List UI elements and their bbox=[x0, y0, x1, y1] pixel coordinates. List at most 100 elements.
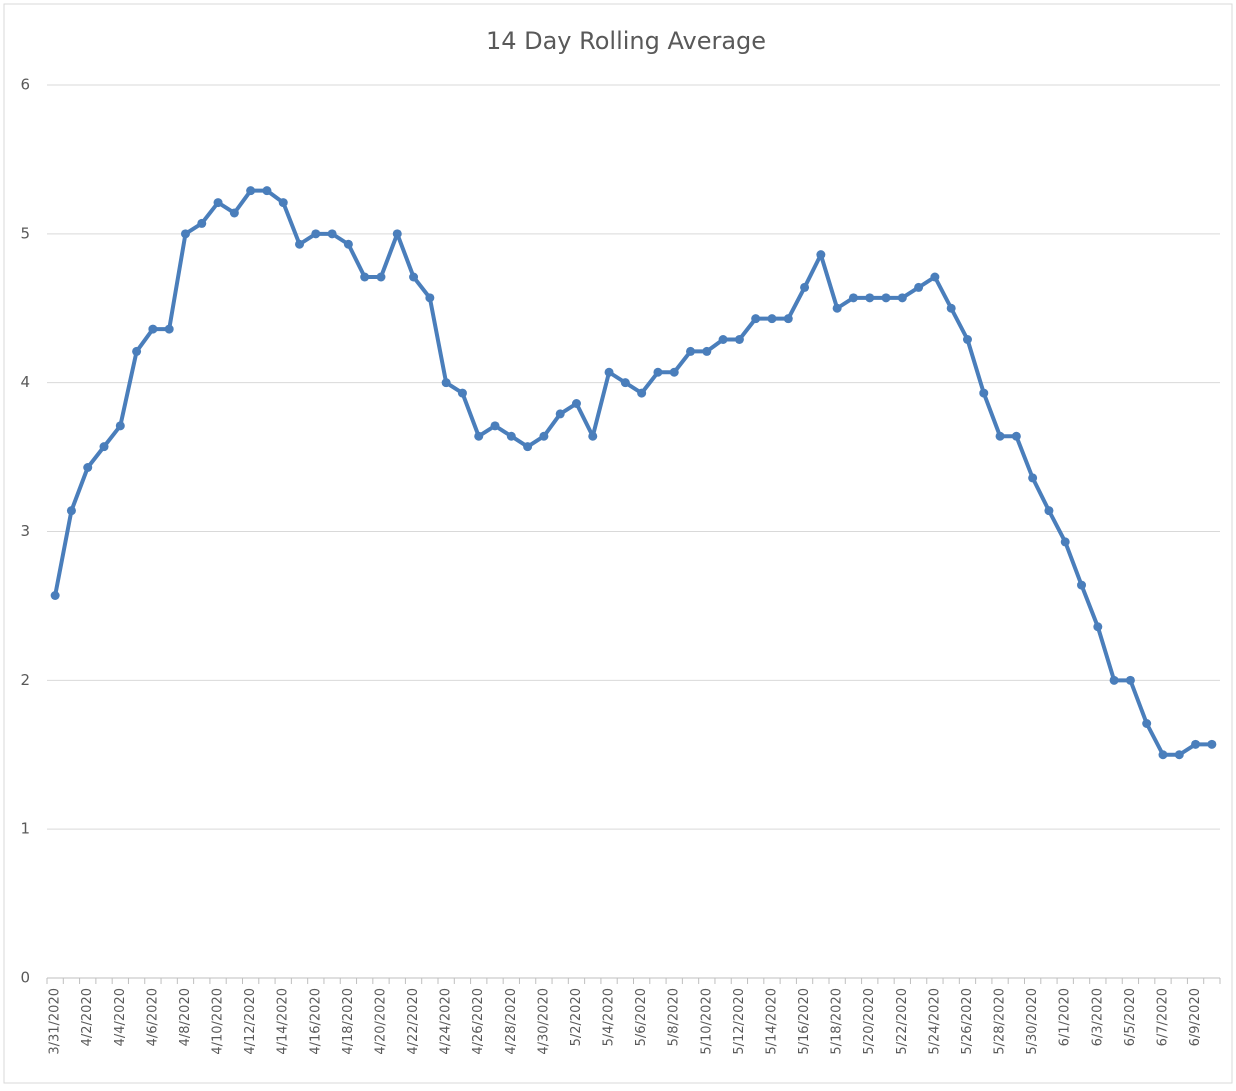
data-point bbox=[914, 282, 924, 292]
x-tick-label: 5/14/2020 bbox=[764, 988, 779, 1055]
data-point bbox=[392, 229, 402, 239]
x-tick-label: 6/3/2020 bbox=[1090, 988, 1105, 1046]
data-point bbox=[229, 208, 239, 218]
data-point bbox=[539, 431, 549, 441]
x-tick-label: 5/8/2020 bbox=[667, 988, 682, 1046]
y-tick-label: 6 bbox=[20, 76, 30, 94]
x-tick-label: 4/6/2020 bbox=[145, 988, 160, 1046]
chart-border bbox=[3, 3, 1233, 1084]
data-point bbox=[99, 442, 109, 452]
data-point bbox=[637, 388, 647, 398]
data-point bbox=[376, 272, 386, 282]
data-point bbox=[1174, 750, 1184, 760]
x-tick-label: 4/18/2020 bbox=[341, 988, 356, 1055]
x-tick-label: 4/10/2020 bbox=[211, 988, 226, 1055]
data-point bbox=[1077, 580, 1087, 590]
x-tick-label: 4/24/2020 bbox=[439, 988, 454, 1055]
x-tick-label: 6/1/2020 bbox=[1058, 988, 1073, 1046]
data-point bbox=[441, 378, 451, 388]
data-point bbox=[588, 431, 598, 441]
x-tick-label: 4/22/2020 bbox=[406, 988, 421, 1055]
data-point bbox=[115, 421, 125, 431]
data-point bbox=[897, 293, 907, 303]
x-tick-label: 5/30/2020 bbox=[1025, 988, 1040, 1055]
data-point bbox=[148, 324, 158, 334]
data-point bbox=[506, 431, 516, 441]
x-tick-label: 4/12/2020 bbox=[243, 988, 258, 1055]
data-point bbox=[686, 346, 696, 356]
x-tick-label: 4/16/2020 bbox=[308, 988, 323, 1055]
x-tick-label: 6/7/2020 bbox=[1155, 988, 1170, 1046]
x-tick-label: 6/9/2020 bbox=[1188, 988, 1203, 1046]
data-point bbox=[979, 388, 989, 398]
y-tick-label: 0 bbox=[20, 969, 30, 987]
x-tick-label: 5/4/2020 bbox=[602, 988, 617, 1046]
data-point bbox=[490, 421, 500, 431]
data-point bbox=[816, 250, 826, 260]
data-point bbox=[881, 293, 891, 303]
x-tick-label: 4/20/2020 bbox=[373, 988, 388, 1055]
data-point bbox=[278, 198, 288, 208]
data-point bbox=[409, 272, 419, 282]
data-line bbox=[53, 188, 1212, 757]
data-point bbox=[262, 186, 272, 196]
data-point bbox=[832, 303, 842, 313]
x-tick-label: 5/26/2020 bbox=[960, 988, 975, 1055]
data-point bbox=[83, 463, 93, 473]
y-tick-label: 4 bbox=[20, 373, 30, 391]
data-point bbox=[180, 229, 190, 239]
data-point bbox=[1158, 750, 1168, 760]
x-tick-label: 4/14/2020 bbox=[276, 988, 291, 1055]
data-point bbox=[555, 409, 565, 419]
data-point bbox=[783, 314, 793, 324]
data-point bbox=[962, 335, 972, 345]
data-point bbox=[1044, 506, 1054, 516]
data-point bbox=[669, 367, 679, 377]
x-tick-label: 4/4/2020 bbox=[113, 988, 128, 1046]
x-tick-label: 4/26/2020 bbox=[471, 988, 486, 1055]
x-tick-label: 4/30/2020 bbox=[536, 988, 551, 1055]
data-point bbox=[604, 367, 614, 377]
data-point bbox=[1093, 622, 1103, 632]
x-tick-label: 5/28/2020 bbox=[993, 988, 1008, 1055]
chart-title: 14 Day Rolling Average bbox=[486, 27, 766, 55]
data-point bbox=[1011, 431, 1021, 441]
data-point bbox=[930, 272, 940, 282]
data-point bbox=[1060, 537, 1070, 547]
data-point bbox=[1142, 718, 1152, 728]
data-point bbox=[164, 324, 174, 334]
x-tick-label: 4/28/2020 bbox=[504, 988, 519, 1055]
data-point bbox=[132, 346, 142, 356]
x-tick-label: 5/12/2020 bbox=[732, 988, 747, 1055]
data-point bbox=[1191, 739, 1201, 749]
x-tick-label: 5/6/2020 bbox=[634, 988, 649, 1046]
data-point bbox=[295, 239, 305, 249]
data-point bbox=[50, 590, 60, 600]
data-point bbox=[457, 388, 467, 398]
data-point bbox=[995, 431, 1005, 441]
data-point bbox=[751, 314, 761, 324]
data-point bbox=[343, 239, 353, 249]
x-tick-label: 4/2/2020 bbox=[80, 988, 95, 1046]
y-tick-label: 2 bbox=[20, 671, 30, 689]
data-point bbox=[425, 293, 435, 303]
x-tick-label: 5/16/2020 bbox=[797, 988, 812, 1055]
x-tick-label: 5/20/2020 bbox=[862, 988, 877, 1055]
data-point bbox=[620, 378, 630, 388]
data-point bbox=[734, 335, 744, 345]
x-tick-label: 5/2/2020 bbox=[569, 988, 584, 1046]
data-point bbox=[946, 303, 956, 313]
data-point bbox=[197, 218, 207, 228]
data-point bbox=[1109, 675, 1119, 685]
data-point bbox=[246, 186, 256, 196]
data-point bbox=[474, 431, 484, 441]
data-point bbox=[327, 229, 337, 239]
y-tick-label: 1 bbox=[20, 820, 30, 838]
data-point bbox=[718, 335, 728, 345]
data-point bbox=[653, 367, 663, 377]
x-tick-label: 5/18/2020 bbox=[830, 988, 845, 1055]
data-point bbox=[523, 442, 533, 452]
data-point bbox=[1207, 739, 1217, 749]
data-point bbox=[865, 293, 875, 303]
